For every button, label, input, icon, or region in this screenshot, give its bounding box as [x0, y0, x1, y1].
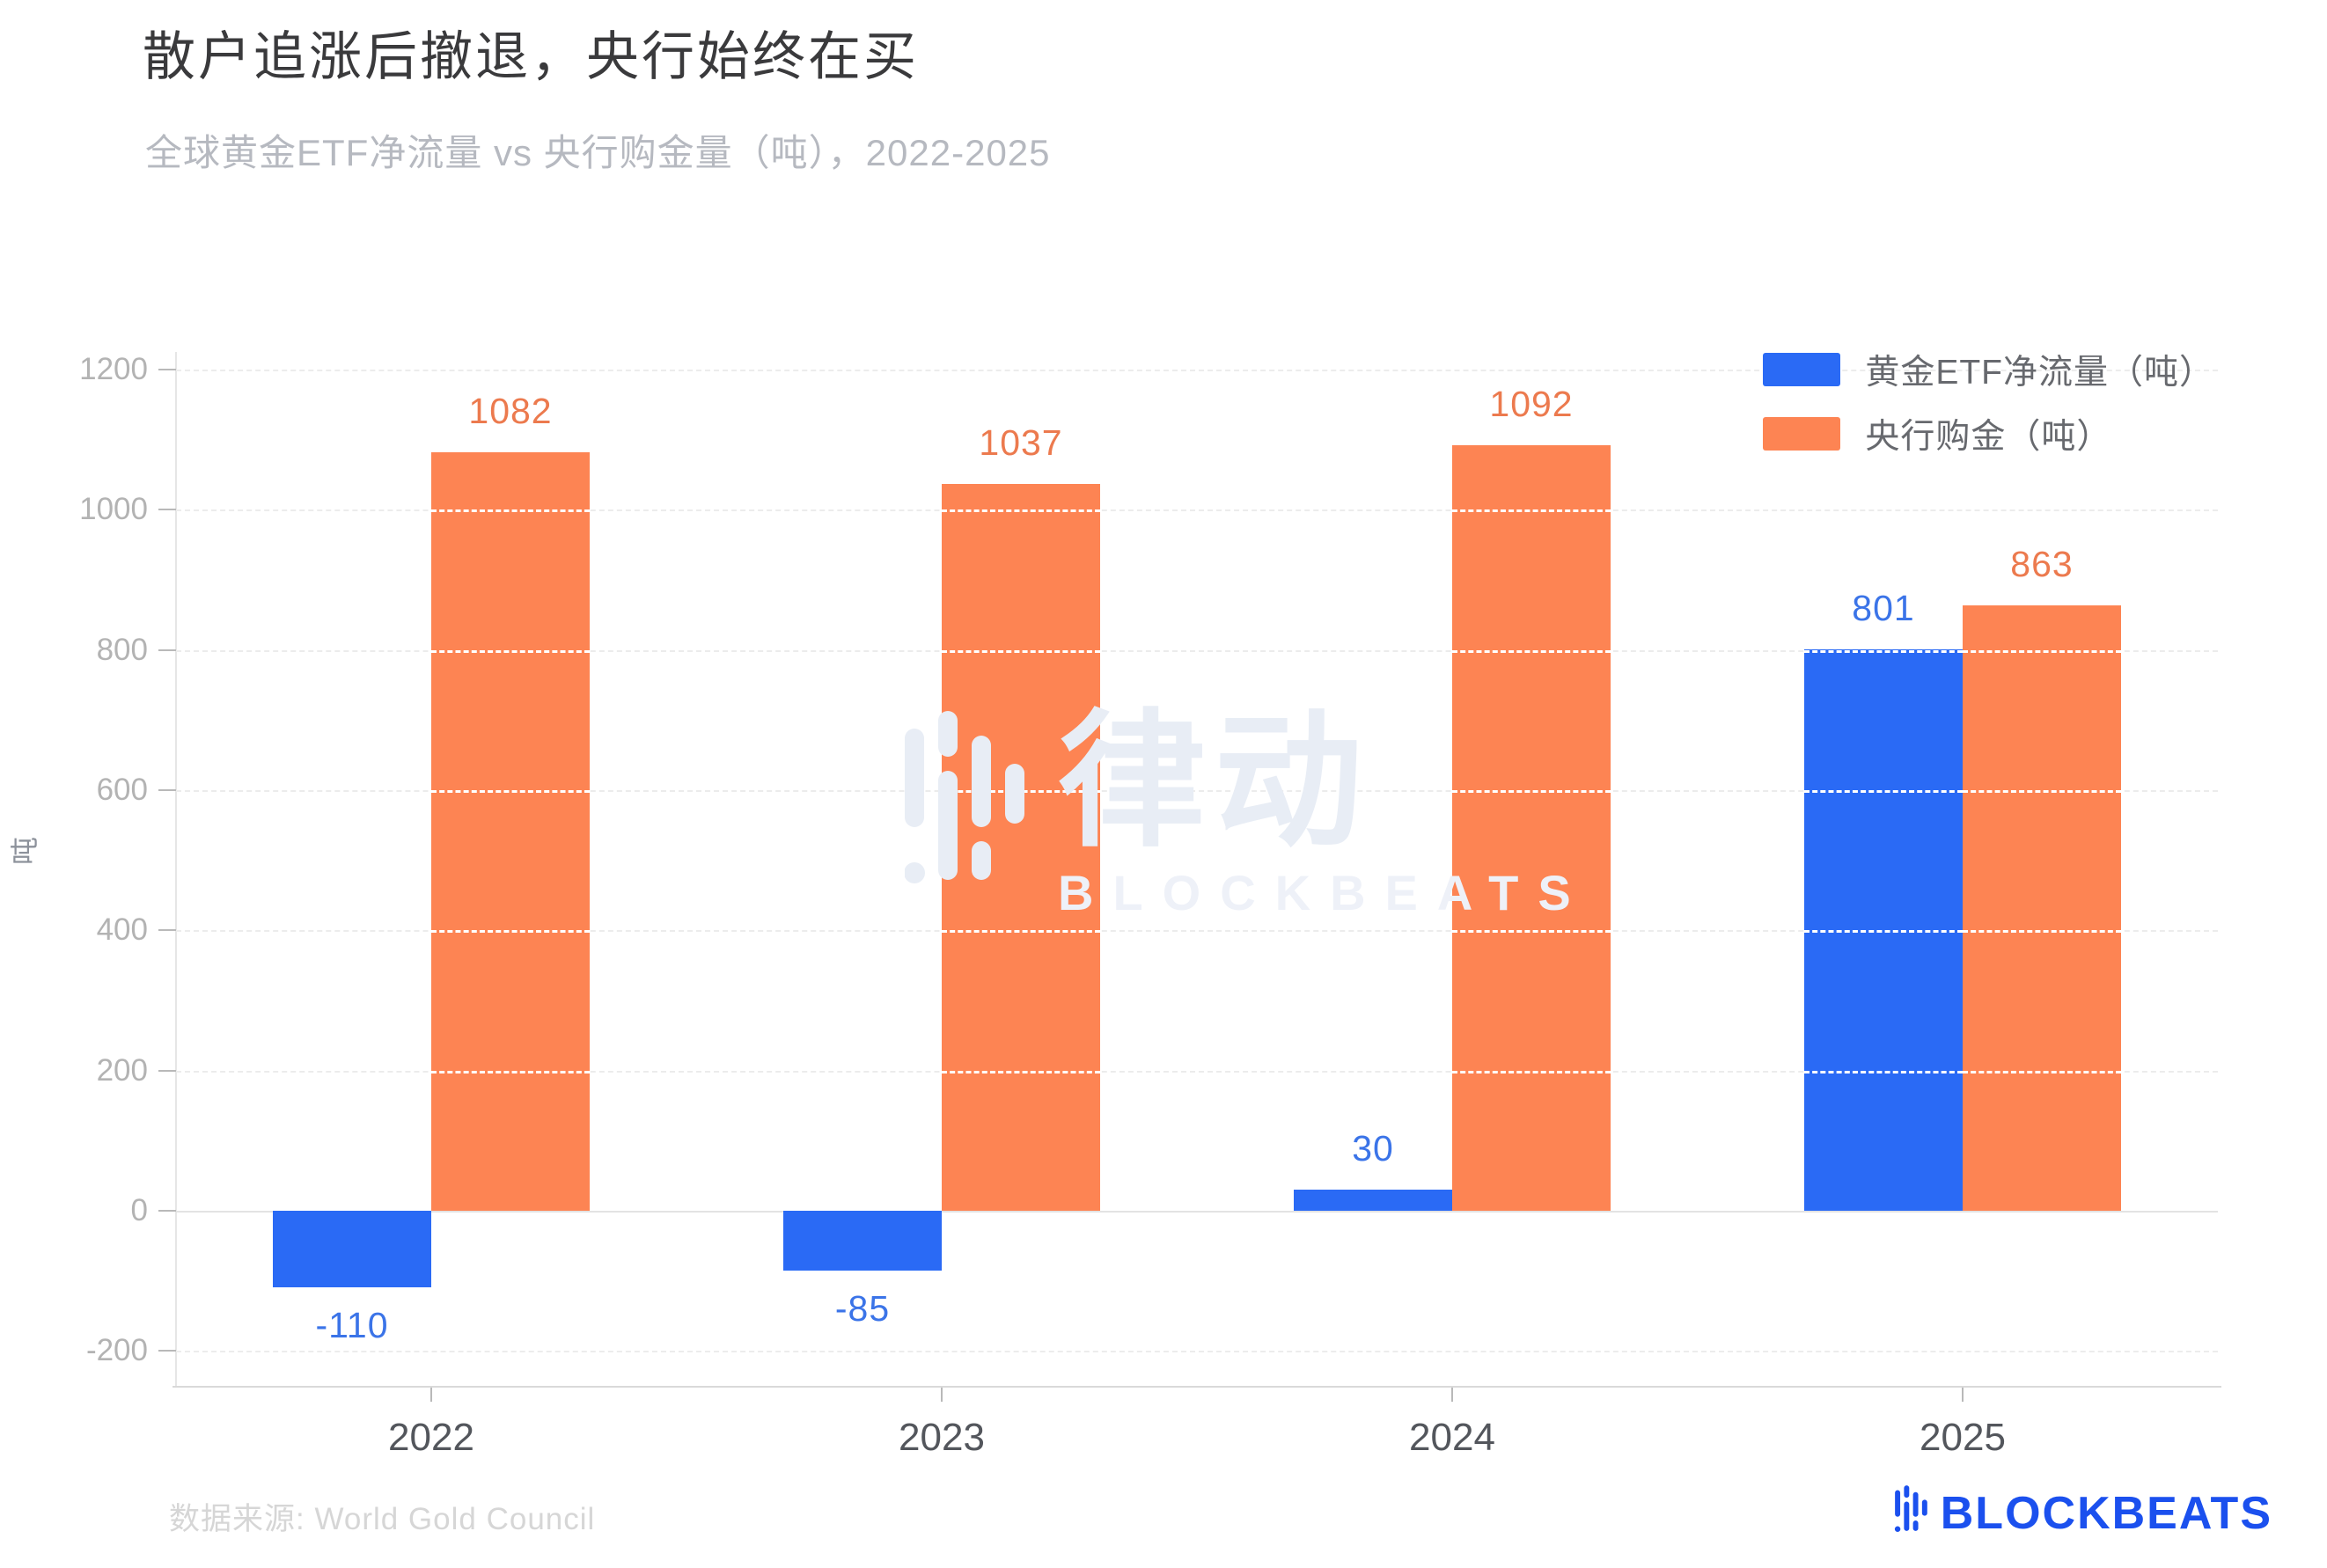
bar-gridline-600 — [1804, 789, 1963, 793]
y-tick-600 — [158, 788, 176, 791]
bar-gridline-800 — [1452, 649, 1611, 653]
value-label-2024-series0: 30 — [1352, 1127, 1394, 1169]
bar-gridline-200 — [1804, 1070, 1963, 1073]
bar-gridline-400 — [1452, 930, 1611, 934]
y-tick-label--200: -200 — [85, 1333, 148, 1368]
bar-gridline-200 — [1452, 1070, 1611, 1073]
y-tick-label-200: 200 — [96, 1052, 148, 1088]
x-tick-label-2022: 2022 — [388, 1416, 474, 1459]
bar-gridline-200 — [431, 1070, 590, 1073]
plot-area: -110 1082 -85 1037 30 1092 801 863 — [176, 352, 2218, 1386]
y-tick-400 — [158, 929, 176, 932]
legend-item-centralbank[interactable]: 央行购金（吨） — [1763, 409, 2111, 458]
x-tick-2022 — [430, 1388, 432, 1402]
y-axis-title: 吨 — [9, 836, 41, 866]
bar-gridline-600 — [1452, 789, 1611, 793]
value-label-2023-series1: 1037 — [979, 421, 1063, 463]
bar-gridline-1000 — [431, 509, 590, 513]
y-tick-800 — [158, 648, 176, 651]
bar-2025-series1[interactable] — [1963, 605, 2121, 1211]
gridline-1000 — [176, 509, 2218, 512]
bar-gridline-200 — [942, 1070, 1100, 1073]
x-tick-2023 — [941, 1388, 943, 1402]
bar-gridline-800 — [431, 649, 590, 653]
value-label-2025-series1: 863 — [2010, 544, 2074, 585]
value-label-2022-series0: -110 — [315, 1305, 389, 1346]
bar-2025-series0[interactable] — [1804, 648, 1963, 1211]
legend-label-centralbank: 央行购金（吨） — [1865, 418, 2112, 456]
bar-gridline-800 — [1804, 649, 1963, 653]
value-label-2025-series0: 801 — [1852, 587, 1915, 628]
page-title: 散户追涨后撤退，央行始终在买 — [143, 27, 919, 86]
bar-gridline-600 — [1963, 789, 2121, 793]
gridline-400 — [176, 930, 2218, 933]
bar-gridline-200 — [1963, 1070, 2121, 1073]
bar-2024-series1[interactable] — [1452, 444, 1611, 1211]
y-tick-1000 — [158, 509, 176, 511]
y-tick--200 — [158, 1350, 176, 1352]
bar-gridline-1000 — [942, 509, 1100, 513]
legend-swatch-etf — [1763, 353, 1841, 386]
gridline-200 — [176, 1070, 2218, 1073]
x-tick-label-2024: 2024 — [1409, 1416, 1495, 1459]
brand-name: BLOCKBEATS — [1940, 1487, 2272, 1539]
bar-gridline-400 — [431, 930, 590, 934]
bar-gridline-1000 — [1452, 509, 1611, 513]
brand-logo: BLOCKBEATS — [1893, 1484, 2272, 1542]
y-tick-label-0: 0 — [130, 1192, 148, 1227]
gridline-800 — [176, 649, 2218, 652]
gridline--200 — [176, 1351, 2218, 1353]
source-note: 数据来源: World Gold Council — [169, 1502, 596, 1536]
bar-2022-series0[interactable] — [273, 1210, 431, 1288]
legend-swatch-centralbank — [1763, 417, 1841, 451]
y-tick-label-1000: 1000 — [79, 492, 148, 527]
bar-gridline-400 — [1804, 930, 1963, 934]
legend: 黄金ETF净流量（吨） 央行购金（吨） — [1763, 345, 2214, 458]
legend-item-etf[interactable]: 黄金ETF净流量（吨） — [1763, 345, 2214, 394]
value-label-2024-series1: 1092 — [1489, 383, 1574, 424]
bar-gridline-600 — [431, 789, 590, 793]
y-tick-label-800: 800 — [96, 632, 148, 667]
y-tick-1200 — [158, 368, 176, 370]
bar-gridline-800 — [942, 649, 1100, 653]
bar-2022-series1[interactable] — [431, 451, 590, 1211]
y-tick-200 — [158, 1069, 176, 1072]
bar-gridline-400 — [942, 930, 1100, 934]
bar-gridline-400 — [1963, 930, 2121, 934]
x-tick-label-2023: 2023 — [899, 1416, 985, 1459]
page-subtitle: 全球黄金ETF净流量 vs 央行购金量（吨），2022-2025 — [145, 132, 1051, 173]
y-tick-label-1200: 1200 — [79, 351, 148, 386]
x-tick-2024 — [1451, 1388, 1453, 1402]
legend-label-etf: 黄金ETF净流量（吨） — [1865, 354, 2214, 392]
y-tick-label-600: 600 — [96, 772, 148, 807]
blockbeats-icon — [1893, 1484, 1930, 1542]
x-tick-label-2025: 2025 — [1920, 1416, 2006, 1459]
value-label-2023-series0: -85 — [834, 1287, 891, 1329]
y-tick-label-400: 400 — [96, 912, 148, 948]
bar-2023-series0[interactable] — [783, 1210, 942, 1271]
value-label-2022-series1: 1082 — [468, 390, 553, 431]
gridline-1200 — [176, 369, 2218, 371]
x-tick-2025 — [1962, 1388, 1964, 1402]
y-axis-line — [175, 352, 177, 1388]
gridline-600 — [176, 789, 2218, 792]
bar-gridline-800 — [1963, 649, 2121, 653]
bar-2024-series0[interactable] — [1294, 1189, 1452, 1211]
x-axis-line — [173, 1386, 2221, 1388]
bar-gridline-600 — [942, 789, 1100, 793]
bar-2023-series1[interactable] — [942, 483, 1100, 1211]
gridline-0 — [176, 1210, 2218, 1213]
y-tick-0 — [158, 1209, 176, 1212]
